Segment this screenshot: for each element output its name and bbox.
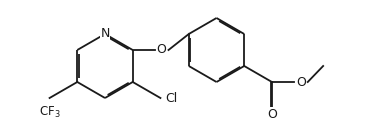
Text: O: O — [267, 108, 277, 120]
Text: N: N — [100, 27, 110, 40]
Text: Cl: Cl — [165, 91, 178, 104]
Text: CF$_3$: CF$_3$ — [39, 105, 60, 120]
Text: O: O — [296, 75, 306, 88]
Text: O: O — [156, 43, 167, 56]
